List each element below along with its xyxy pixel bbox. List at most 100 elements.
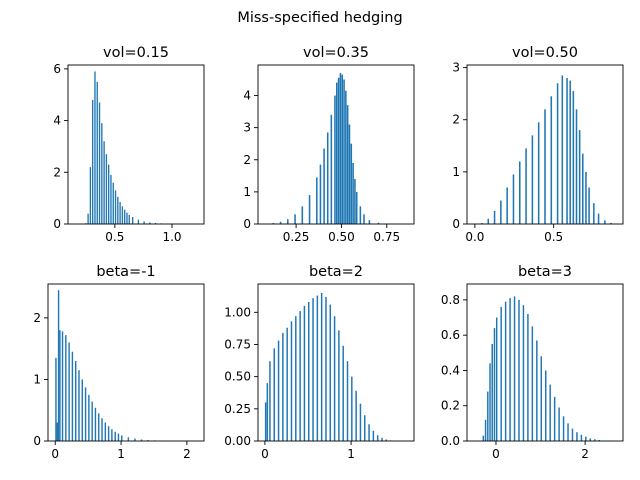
histogram-bar (277, 340, 280, 441)
histogram-bar (140, 439, 143, 441)
histogram-bar (330, 114, 333, 224)
histogram-bar (509, 298, 511, 441)
x-tick-label: 1 (347, 447, 355, 461)
y-tick-label: 3 (243, 121, 251, 135)
histogram-bar (553, 396, 556, 441)
histogram-bar (545, 370, 547, 441)
histogram-bar (491, 343, 493, 441)
histogram-bar (154, 222, 157, 224)
y-tick-label: 0.50 (224, 370, 251, 384)
subplot-4: beta=-1 0 1 2 0 1 2 (33, 264, 205, 461)
histogram-bar (71, 351, 74, 441)
histogram-bar (342, 345, 344, 441)
x-tick-label: 0.5 (105, 230, 124, 244)
histogram-bar (537, 122, 540, 224)
subplot-title: vol=0.50 (512, 45, 578, 61)
histogram-bar (319, 164, 322, 224)
histogram-bar (68, 342, 70, 441)
histogram-bar (333, 316, 336, 441)
y-tick-label: 0.6 (441, 328, 460, 342)
histogram-bar (506, 187, 508, 224)
histogram-bar (337, 77, 340, 224)
histogram-bar (132, 217, 134, 224)
histogram-bar (107, 426, 110, 441)
histogram-bar (98, 102, 101, 224)
histogram-bar (495, 317, 498, 441)
subplot-title: vol=0.35 (303, 45, 369, 61)
y-tick-label: 0.0 (441, 434, 460, 448)
x-tick-label: 0.50 (328, 230, 355, 244)
histogram-bar (290, 321, 293, 441)
x-tick-label: 0 (492, 447, 500, 461)
histogram-bar (368, 220, 371, 224)
y-tick-label: 2 (33, 311, 41, 325)
histogram-bar (266, 383, 269, 441)
histogram-bar (527, 313, 529, 441)
histogram-bar (504, 301, 507, 441)
histogram-bar (566, 78, 568, 224)
subplot-title: beta=-1 (96, 264, 155, 280)
histogram-bar (124, 209, 126, 224)
histogram-bar (57, 290, 60, 441)
histogram-bar (593, 203, 595, 224)
histogram-bar (114, 431, 116, 441)
histogram-bar (531, 326, 534, 441)
histogram-bar (350, 143, 353, 224)
histogram-bar (513, 296, 516, 441)
x-tick-label: 1 (117, 447, 125, 461)
histogram-bar (88, 394, 90, 441)
histogram-bar (580, 434, 583, 441)
y-tick-label: 1 (452, 165, 460, 179)
histogram-bar (81, 379, 83, 441)
histogram-bar (334, 95, 336, 225)
y-tick-label: 3 (452, 61, 460, 75)
x-tick-label: 0.75 (373, 230, 400, 244)
histogram-bar (98, 413, 100, 441)
histogram-bar (94, 407, 97, 441)
histogram-bar (316, 295, 319, 441)
histogram-bar (368, 424, 370, 441)
histogram-bar (264, 402, 267, 441)
histogram-bar (484, 419, 487, 441)
histogram-bar (91, 401, 93, 441)
histogram-bar (585, 171, 587, 224)
histogram-bar (105, 154, 108, 224)
histogram-bar (329, 304, 332, 441)
histogram-bar (127, 437, 130, 441)
histogram-bar (512, 174, 515, 224)
histogram-bar (326, 132, 329, 224)
histogram-bar (272, 223, 275, 224)
histogram-bar (487, 218, 490, 224)
histogram-bar (307, 302, 310, 441)
histogram-bar (299, 311, 301, 441)
histogram-bar (519, 161, 521, 224)
histogram-bar (354, 179, 356, 224)
x-tick-label: 0 (51, 447, 59, 461)
histogram-bar (320, 293, 323, 441)
y-tick-label: 1 (33, 372, 41, 386)
histogram-bar (588, 187, 590, 224)
axes-frame (466, 283, 624, 442)
histogram-bar (84, 387, 87, 441)
x-tick-label: 2 (581, 447, 589, 461)
histogram-bar (582, 153, 584, 224)
histogram-bar (376, 435, 379, 441)
histogram-bar (273, 348, 275, 441)
histogram-bar (59, 330, 61, 441)
axes-frame (67, 64, 205, 225)
histogram-bar (111, 429, 113, 441)
histogram-bar (312, 298, 314, 441)
histogram-bar (294, 214, 296, 224)
histogram-bar (544, 109, 546, 224)
histogram-bar (604, 220, 606, 224)
histogram-bar (493, 328, 496, 441)
histogram-bar (104, 422, 107, 441)
histogram-bar (96, 81, 98, 224)
histogram-bar (87, 213, 89, 224)
histogram-bar (108, 164, 110, 224)
histogram-bar (377, 222, 380, 224)
x-tick-label: 1.0 (162, 230, 181, 244)
histogram-bar (103, 141, 105, 224)
histogram-bar (343, 79, 345, 224)
